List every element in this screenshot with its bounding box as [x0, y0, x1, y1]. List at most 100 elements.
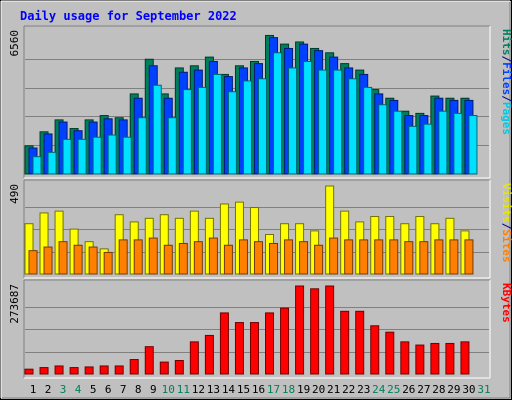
x-tick-day-9: 9 [150, 383, 157, 396]
bar-kbytes-day-18 [280, 307, 290, 375]
bar-kbytes-day-1 [24, 368, 34, 375]
bar-sites-day-5 [88, 246, 98, 275]
bar-sites-day-13 [208, 237, 218, 275]
bar-kbytes-day-10 [159, 361, 169, 375]
bar-kbytes-day-21 [325, 285, 335, 375]
bar-pages-day-30 [468, 115, 478, 175]
x-tick-day-20: 20 [312, 383, 325, 396]
bar-pages-day-15 [242, 80, 252, 175]
x-tick-day-14: 14 [222, 383, 236, 396]
bar-sites-day-17 [269, 242, 279, 275]
bar-pages-day-1 [32, 156, 42, 175]
bar-kbytes-day-20 [310, 288, 320, 375]
bar-pages-day-8 [137, 117, 147, 175]
bar-kbytes-day-30 [460, 341, 470, 375]
x-tick-day-26: 26 [402, 383, 415, 396]
y-max-label: 273687 [8, 284, 21, 324]
bar-sites-day-7 [118, 239, 128, 275]
legend-hits: Hits [500, 29, 512, 56]
legend-slash: / [500, 223, 512, 230]
bar-kbytes-day-11 [174, 360, 184, 375]
x-tick-day-27: 27 [417, 383, 430, 396]
bar-kbytes-day-24 [370, 325, 380, 375]
y-axis-legend: KBytes [500, 283, 512, 323]
bar-sites-day-20 [314, 244, 324, 275]
bar-pages-day-27 [423, 123, 433, 175]
bar-kbytes-day-26 [400, 341, 410, 375]
x-tick-day-8: 8 [135, 383, 142, 396]
legend-sites: Sites [500, 229, 512, 262]
series-pages [32, 52, 478, 175]
x-tick-day-1: 1 [30, 383, 37, 396]
bar-sites-day-1 [28, 250, 38, 275]
bar-kbytes-day-12 [189, 341, 199, 375]
bar-sites-day-30 [464, 239, 474, 275]
bar-pages-day-3 [62, 138, 72, 175]
y-axis-legend: Hits/Files/Pages [500, 29, 512, 135]
bar-sites-day-27 [419, 241, 429, 275]
legend-pages: Pages [500, 102, 512, 135]
bar-kbytes-day-7 [114, 365, 124, 375]
bar-sites-day-22 [344, 239, 354, 275]
x-tick-day-18: 18 [282, 383, 295, 396]
legend-files: Files [500, 62, 512, 95]
x-tick-day-12: 12 [192, 383, 205, 396]
bar-pages-day-19 [303, 60, 313, 175]
panel-visits-sites: 490 Visits/Sites [8, 179, 512, 279]
bar-kbytes-day-8 [129, 359, 139, 375]
bar-kbytes-day-4 [69, 367, 79, 375]
bar-sites-day-8 [133, 239, 143, 275]
bar-pages-day-18 [288, 67, 298, 175]
x-tick-day-10: 10 [162, 383, 175, 396]
bar-pages-day-7 [122, 136, 132, 175]
bar-sites-day-16 [253, 241, 263, 275]
bar-kbytes-day-28 [430, 342, 440, 375]
bar-kbytes-day-6 [99, 365, 109, 375]
x-tick-day-22: 22 [342, 383, 355, 396]
bar-kbytes-day-27 [415, 344, 425, 375]
bar-pages-day-10 [167, 117, 177, 175]
bar-kbytes-day-5 [84, 366, 94, 375]
bar-pages-day-29 [453, 112, 463, 175]
bar-kbytes-day-2 [39, 367, 49, 375]
bar-sites-day-6 [103, 251, 113, 275]
bar-kbytes-day-22 [340, 310, 350, 375]
bar-sites-day-12 [193, 241, 203, 275]
x-tick-day-11: 11 [177, 383, 190, 396]
bar-pages-day-9 [152, 84, 162, 175]
bar-pages-day-5 [92, 136, 102, 175]
y-max-label: 6560 [8, 30, 21, 57]
x-tick-day-15: 15 [237, 383, 250, 396]
x-tick-day-3: 3 [60, 383, 67, 396]
x-tick-day-29: 29 [447, 383, 460, 396]
panel-kbytes: 273687 KBytes [8, 279, 512, 379]
bar-sites-day-23 [359, 239, 369, 275]
x-tick-day-24: 24 [372, 383, 386, 396]
bar-pages-day-26 [408, 125, 418, 175]
bar-kbytes-day-3 [54, 365, 64, 375]
legend-slash: / [500, 56, 512, 63]
x-tick-day-6: 6 [105, 383, 112, 396]
x-tick-day-30: 30 [462, 383, 475, 396]
x-tick-day-19: 19 [297, 383, 310, 396]
bar-sites-day-25 [389, 239, 399, 275]
x-tick-day-7: 7 [120, 383, 127, 396]
x-tick-labels: 1 2 3 4 5 6 7 8 9 10 11 12 13 14 15 16 17 18 19 20 21 22 23 24 2… [30, 383, 491, 396]
chart-title: Daily usage for September 2022 [20, 9, 237, 23]
bar-pages-day-25 [393, 110, 403, 175]
bar-sites-day-2 [43, 246, 53, 275]
bar-pages-day-16 [257, 78, 267, 175]
bar-sites-day-29 [449, 239, 459, 275]
bar-pages-day-12 [197, 86, 207, 175]
bar-pages-day-14 [227, 91, 237, 175]
bar-kbytes-day-23 [355, 310, 365, 375]
panel-hits-files-pages: 6560 Hits/Files/Pages [8, 25, 512, 179]
legend-slash: / [500, 95, 512, 102]
bar-pages-day-17 [273, 52, 283, 175]
bar-pages-day-4 [77, 138, 87, 175]
x-tick-day-13: 13 [207, 383, 220, 396]
bar-sites-day-14 [223, 244, 233, 275]
